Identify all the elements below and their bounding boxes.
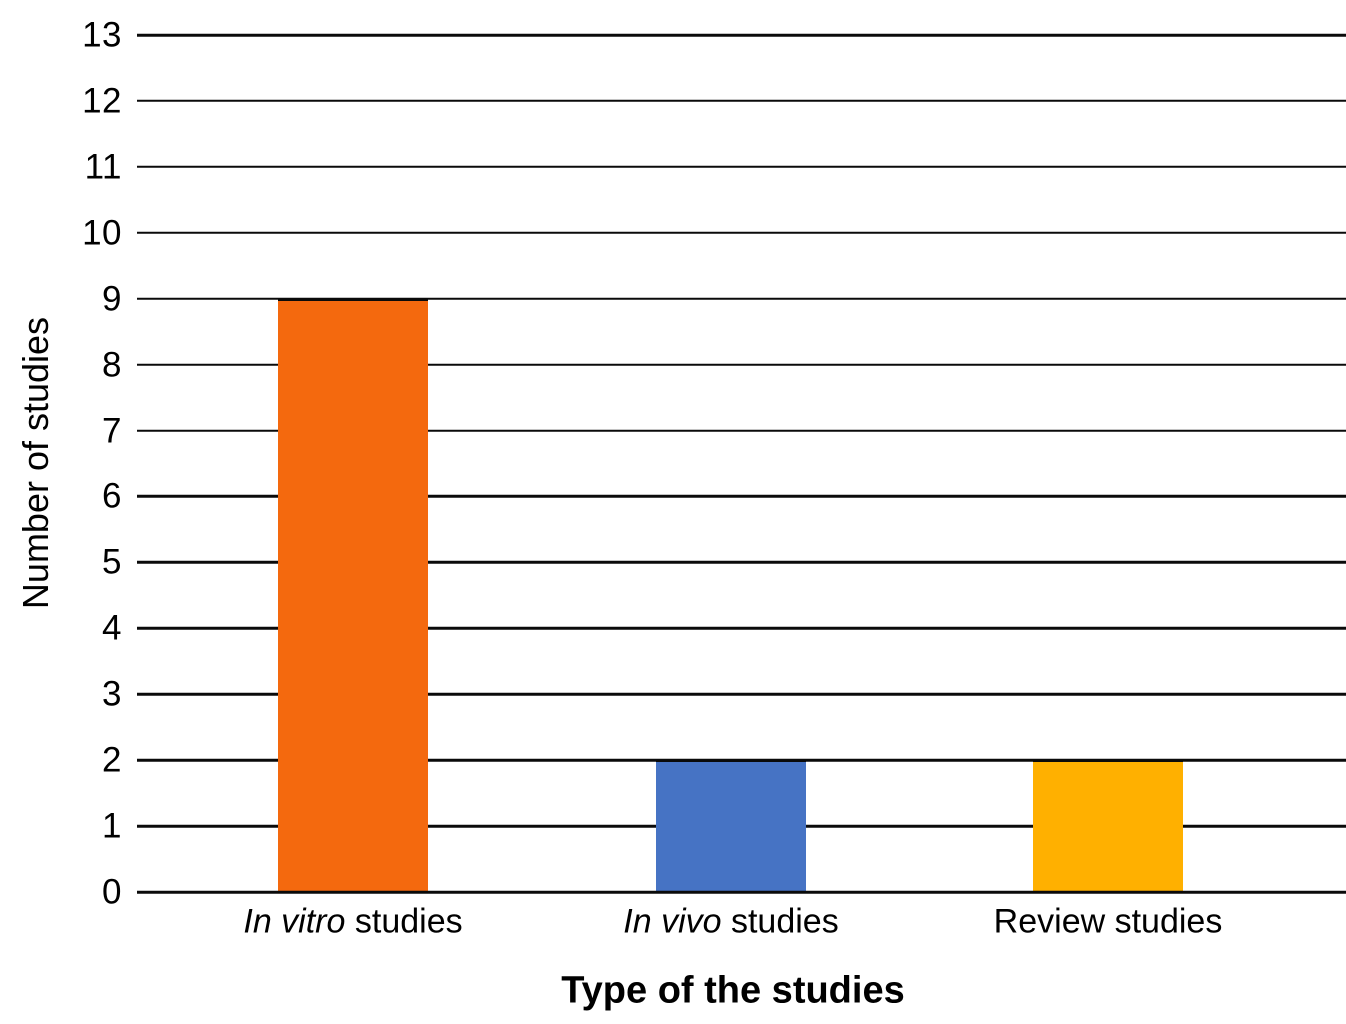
gridline-y-9: [137, 297, 1346, 300]
gridline-y-7: [137, 429, 1346, 432]
category-label-italic-part: In vivo: [623, 902, 722, 941]
gridline-y-6: [137, 495, 1346, 498]
bar-in-vitro-studies: [278, 298, 428, 892]
category-label-review-studies: Review studies: [993, 902, 1223, 941]
y-tick-label-8: 8: [102, 345, 122, 385]
y-tick-label-0: 0: [102, 872, 122, 912]
gridline-y-13: [137, 33, 1346, 37]
gridline-y-8: [137, 363, 1346, 366]
y-tick-label-6: 6: [102, 476, 122, 516]
x-axis-title: Type of the studies: [561, 969, 905, 1012]
gridline-y-0: [137, 890, 1346, 894]
bar-in-vivo-studies: [656, 760, 806, 892]
y-tick-label-5: 5: [102, 542, 122, 582]
category-label-italic-part: In vitro: [243, 902, 346, 941]
gridline-y-12: [137, 99, 1346, 103]
category-label-in-vivo-studies: In vivo studies: [623, 902, 839, 941]
y-tick-label-1: 1: [102, 806, 122, 846]
y-tick-label-10: 10: [82, 213, 122, 253]
gridline-y-5: [137, 561, 1346, 564]
gridline-y-2: [137, 758, 1346, 762]
category-label-in-vitro-studies: In vitro studies: [243, 902, 463, 941]
y-tick-label-3: 3: [102, 674, 122, 714]
y-tick-label-7: 7: [102, 411, 122, 451]
gridline-y-3: [137, 692, 1346, 696]
y-tick-label-11: 11: [84, 147, 122, 187]
y-tick-label-2: 2: [102, 740, 122, 780]
y-tick-label-13: 13: [82, 15, 122, 55]
gridline-y-4: [137, 627, 1346, 630]
y-tick-label-4: 4: [102, 608, 122, 648]
gridline-y-10: [137, 231, 1346, 235]
bar-review-studies: [1033, 760, 1183, 892]
plot-area: [137, 33, 1346, 894]
gridline-y-11: [137, 165, 1346, 169]
y-tick-label-12: 12: [82, 81, 122, 121]
y-tick-label-9: 9: [102, 279, 122, 319]
